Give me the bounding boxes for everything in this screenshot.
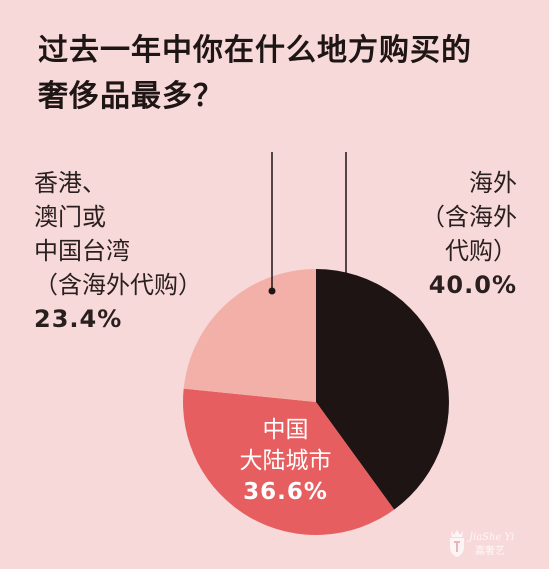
chart-title: 过去一年中你在什么地方购买的 奢侈品最多？ — [38, 28, 472, 120]
watermark-text-en: JiaShe Yi — [467, 532, 514, 543]
label-mainland-line-2: 大陆城市 — [239, 448, 332, 474]
pie-slice-hongkong — [183, 269, 316, 402]
label-overseas-line-1: 海外 — [469, 169, 517, 197]
leader-line-hongkong-dot — [268, 287, 276, 295]
label-hongkong-line-2: 澳门或 — [34, 203, 106, 231]
label-overseas-line-2: （含海外 — [421, 203, 517, 231]
label-hongkong-line-3: 中国台湾 — [34, 237, 130, 265]
leader-line-overseas-dot — [342, 287, 350, 295]
label-overseas-value: 40.0% — [428, 271, 517, 299]
label-hongkong-line-4: （含海外代购） — [34, 271, 202, 299]
label-mainland-value: 36.6% — [243, 479, 328, 505]
label-mainland-line-1: 中国 — [262, 417, 309, 443]
pie-slice-overseas — [316, 269, 450, 510]
label-hongkong-value: 23.4% — [34, 305, 123, 333]
title-line-1: 过去一年中你在什么地方购买的 — [38, 33, 472, 68]
title-line-2: 奢侈品最多？ — [38, 79, 224, 114]
crown-shield-icon — [450, 530, 464, 557]
label-hongkong: 香港、 澳门或 中国台湾 （含海外代购） 23.4% — [34, 166, 202, 336]
label-overseas-line-3: 代购） — [445, 237, 517, 265]
label-hongkong-line-1: 香港、 — [34, 169, 106, 197]
pie-slice-mainland — [182, 388, 395, 535]
label-overseas: 海外 （含海外 代购） 40.0% — [421, 166, 517, 302]
label-mainland: 中国 大陆城市 36.6% — [218, 415, 353, 508]
watermark-logo: JiaShe Yi 嘉奢艺 — [450, 530, 514, 557]
watermark-text-cn: 嘉奢艺 — [475, 544, 505, 557]
